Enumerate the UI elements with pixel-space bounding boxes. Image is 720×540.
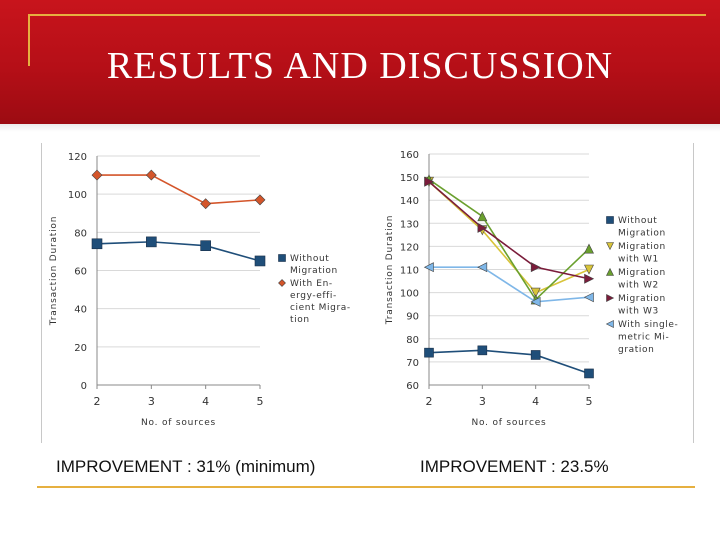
chart1-legend-label-1: Without — [290, 254, 329, 264]
chart1-legend-label-2: tion — [290, 315, 310, 325]
chart2-xtick-label: 3 — [479, 395, 486, 408]
chart2-legend-label-5: metric Mi- — [618, 333, 669, 343]
chart1-legend-label-1: Migration — [290, 266, 338, 276]
chart2-legend-marker-4 — [606, 294, 615, 302]
chart1-ytick-label: 0 — [81, 381, 87, 392]
left-chart-panel: 0 20 40 60 80 100 120 2 3 4 5 No. of sources Transac… — [41, 143, 403, 443]
chart2-series5-point — [583, 292, 594, 303]
chart1-series1-point — [200, 240, 211, 251]
chart2-series4-point — [424, 176, 435, 187]
chart2-legend-label-4: with W3 — [618, 307, 659, 317]
chart2-series1-point — [584, 368, 594, 379]
chart1-series2-point — [145, 169, 157, 181]
chart2-xtick-label: 5 — [586, 395, 593, 408]
chart2-series1-point — [477, 345, 488, 356]
chart2-legend-marker-2 — [606, 242, 614, 251]
left-chart: 0 20 40 60 80 100 120 2 3 4 5 No. of sources Transac… — [49, 152, 351, 428]
chart1-legend-label-2: cient Migra- — [290, 303, 351, 313]
chart1-xtick-label: 5 — [257, 395, 264, 408]
chart2-ytick-label: 160 — [400, 150, 419, 161]
chart1-legend-label-2: With En- — [290, 279, 333, 289]
chart1-xtick-label: 2 — [94, 395, 101, 408]
right-chart: 60 70 80 90 100 110 120 130 140 150 160 2 3 4 5 No. of … — [385, 150, 678, 428]
improvement-left-text: IMPROVEMENT : 31% (minimum) — [56, 457, 316, 476]
chart2-series1-point — [424, 347, 434, 358]
banner-frame-vertical — [28, 14, 30, 66]
left-panel-edge — [41, 143, 42, 443]
chart2-legend-label-3: with W2 — [618, 281, 659, 291]
chart1-series1-point — [254, 255, 266, 267]
chart1-series2-point — [254, 194, 266, 206]
chart1-ytick-label: 120 — [68, 152, 87, 163]
banner-shadow — [0, 124, 720, 132]
banner-frame-horizontal — [28, 14, 706, 16]
chart1-x-axis-label: No. of sources — [141, 418, 216, 428]
slide-title: RESULTS AND DISCUSSION — [106, 45, 614, 87]
chart1-series1-point — [91, 238, 103, 250]
chart2-legend-label-1: Without — [618, 216, 657, 226]
chart2-xtick-label: 4 — [532, 395, 539, 408]
chart2-legend-label-3: Migration — [618, 268, 666, 278]
chart1-series1-point — [146, 236, 157, 248]
chart2-legend-marker-3 — [606, 267, 614, 276]
chart1-xtick-label: 3 — [148, 395, 155, 408]
chart1-series-line-2 — [97, 174, 261, 205]
chart2-ytick-label: 90 — [406, 312, 419, 323]
chart2-legend-label-2: with W1 — [618, 255, 659, 265]
chart2-series-line-3 — [428, 178, 590, 301]
chart2-series-line-4 — [428, 181, 590, 280]
chart2-xtick-label: 2 — [426, 395, 433, 408]
chart2-series-line-1 — [428, 349, 590, 375]
chart2-series4-point — [477, 222, 488, 233]
chart2-ytick-label: 60 — [406, 381, 419, 392]
chart1-ytick-label: 40 — [74, 305, 87, 316]
chart2-legend-marker-1 — [606, 216, 614, 224]
chart2-legend-marker-5 — [605, 320, 614, 328]
chart2-x-axis-label: No. of sources — [471, 418, 546, 428]
chart2-series-line-2 — [428, 181, 590, 294]
chart2-ytick-label: 100 — [400, 289, 419, 300]
chart1-legend-marker-2 — [278, 279, 286, 287]
right-chart-panel: 60 70 80 90 100 110 120 130 140 150 160 2 3 4 5 No. of … — [378, 143, 693, 443]
chart2-legend-label-5: With single- — [618, 320, 678, 330]
chart1-series2-point — [200, 198, 212, 210]
chart2-legend-label-5: gration — [618, 345, 654, 355]
chart2-ytick-label: 140 — [400, 196, 419, 207]
chart2-ytick-label: 130 — [400, 219, 419, 230]
chart1-legend-label-2: ergy-effi- — [290, 291, 337, 301]
chart2-series5-point — [477, 262, 488, 273]
right-panel-edge — [693, 143, 694, 443]
chart1-series-line-1 — [96, 241, 261, 262]
chart2-series2-point — [584, 264, 594, 275]
title-banner — [0, 0, 720, 124]
chart2-legend-label-4: Migration — [618, 294, 666, 304]
chart2-series2-point — [530, 287, 541, 298]
chart2-series5-point — [530, 296, 541, 307]
chart1-series2-point — [91, 169, 103, 181]
chart1-y-axis-label: Transaction Duration — [49, 216, 59, 326]
chart1-ytick-label: 20 — [74, 343, 87, 354]
chart2-ytick-label: 80 — [406, 335, 419, 346]
chart2-series3-point — [477, 211, 488, 222]
chart2-legend-label-2: Migration — [618, 242, 666, 252]
chart2-ytick-label: 150 — [400, 173, 419, 184]
chart1-ytick-label: 100 — [68, 190, 87, 201]
chart2-series1-point — [530, 350, 541, 360]
chart2-series3-point — [584, 243, 594, 254]
bottom-rule — [37, 486, 695, 488]
chart2-series-line-5 — [429, 266, 590, 303]
chart1-legend-marker-1 — [278, 254, 286, 262]
chart2-legend-label-1: Migration — [618, 229, 666, 239]
chart1-xtick-label: 4 — [202, 395, 209, 408]
chart1-ytick-label: 80 — [74, 228, 87, 239]
chart2-ytick-label: 70 — [406, 358, 419, 369]
chart2-ytick-label: 120 — [400, 242, 419, 253]
chart2-ytick-label: 110 — [400, 266, 419, 277]
improvement-right-text: IMPROVEMENT : 23.5% — [420, 457, 609, 476]
chart2-series5-point — [423, 262, 434, 273]
chart2-series4-point — [584, 273, 595, 284]
chart2-y-axis-label: Transaction Duration — [385, 215, 395, 325]
chart2-series4-point — [530, 262, 541, 273]
chart1-ytick-label: 60 — [74, 267, 87, 278]
